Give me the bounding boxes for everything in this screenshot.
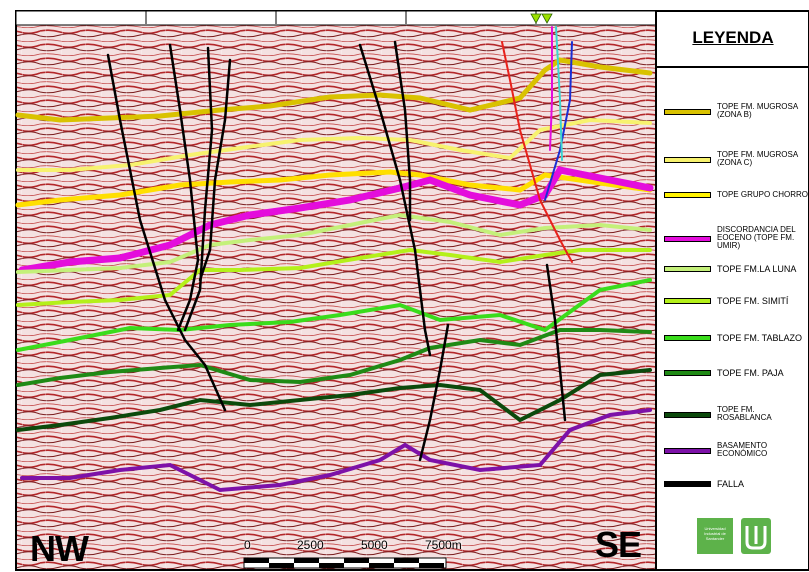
seismic-panel bbox=[15, 10, 657, 571]
legend-swatch bbox=[664, 335, 711, 341]
legend-item: TOPE FM. ROSABLANCA bbox=[664, 406, 809, 440]
legend-item: TOPE FM. MUGROSA (ZONA B) bbox=[664, 103, 809, 137]
horizon-eoceno bbox=[18, 166, 654, 274]
scale-label-0: 0 bbox=[244, 538, 251, 552]
university-logo-text: Universidad Industrial de Santander bbox=[704, 526, 726, 541]
legend-item: TOPE FM. PAJA bbox=[664, 369, 809, 403]
horizon-mugrosa-b bbox=[15, 57, 653, 123]
legend-item: TOPE GRUPO CHORRO bbox=[664, 191, 809, 225]
legend-label: TOPE FM. ROSABLANCA bbox=[717, 405, 772, 422]
legend-swatch bbox=[664, 109, 711, 115]
well-path-magenta bbox=[549, 26, 553, 151]
seismic-top-strip bbox=[15, 10, 657, 26]
legend-swatch bbox=[664, 448, 711, 454]
fault-1 bbox=[106, 53, 227, 412]
horizon-rosablanca bbox=[16, 368, 652, 432]
legend-label: TOPE FM. SIMITÍ bbox=[717, 296, 789, 306]
legend-title: LEYENDA bbox=[692, 28, 774, 47]
legend-label: TOPE FM. TABLAZO bbox=[717, 333, 803, 343]
well-marker-icon bbox=[530, 13, 553, 24]
legend-item: FALLA bbox=[664, 480, 809, 514]
horizon-paja bbox=[16, 328, 652, 387]
well-path-cyan bbox=[555, 26, 563, 161]
legend-swatch bbox=[664, 236, 711, 242]
legend-item: DISCORDANCIA DEL EOCENO (TOPE FM. UMIR) bbox=[664, 226, 809, 260]
legend-item: TOPE FM. TABLAZO bbox=[664, 334, 809, 368]
fault-7 bbox=[418, 323, 450, 462]
uis-mark-icon bbox=[745, 526, 767, 550]
legend-item: TOPE FM. MUGROSA (ZONA C) bbox=[664, 151, 809, 185]
horizon-simiti bbox=[16, 247, 652, 307]
legend-panel bbox=[655, 10, 809, 571]
legend-label: FALLA bbox=[717, 479, 745, 489]
fault-3 bbox=[183, 46, 214, 332]
horizon-basamento bbox=[20, 408, 652, 493]
legend-swatch bbox=[664, 298, 711, 304]
fault-4 bbox=[198, 58, 232, 282]
legend-swatch bbox=[664, 412, 711, 418]
horizon-grupo-chorro bbox=[15, 169, 653, 208]
legend-swatch bbox=[664, 192, 711, 198]
legend-label: TOPE FM. MUGROSA (ZONA C) bbox=[717, 150, 799, 167]
legend-swatch bbox=[664, 370, 711, 376]
well-path-red bbox=[501, 41, 573, 263]
legend-swatch bbox=[664, 481, 711, 487]
scale-label-5000: 5000 bbox=[361, 538, 388, 552]
scale-bar bbox=[243, 557, 447, 569]
legend-label: TOPE FM. MUGROSA (ZONA B) bbox=[717, 102, 799, 119]
well-path-blue bbox=[544, 41, 573, 201]
fault-8 bbox=[545, 263, 567, 422]
direction-label-se: SE bbox=[595, 524, 642, 565]
legend-label: TOPE FM. PAJA bbox=[717, 368, 784, 378]
scale-label-7500m: 7500m bbox=[425, 538, 462, 552]
university-logo: Universidad Industrial de Santander bbox=[697, 518, 733, 554]
legend-label: DISCORDANCIA DEL EOCENO (TOPE FM. UMIR) bbox=[717, 225, 796, 250]
fault-5 bbox=[358, 43, 432, 357]
legend-label: BASAMENTO ECONÓMICO bbox=[717, 441, 768, 458]
legend-label: TOPE GRUPO CHORRO bbox=[717, 190, 808, 199]
legend-swatch bbox=[664, 157, 711, 163]
direction-label-nw: NW bbox=[30, 528, 89, 569]
fault-6 bbox=[393, 40, 412, 222]
legend-item: TOPE FM. SIMITÍ bbox=[664, 297, 809, 331]
university-seal-icon bbox=[741, 518, 771, 554]
fault-2 bbox=[168, 43, 200, 332]
legend-item: TOPE FM.LA LUNA bbox=[664, 265, 809, 299]
horizon-la-luna bbox=[16, 212, 652, 274]
legend-swatch bbox=[664, 266, 711, 272]
scale-label-2500: 2500 bbox=[297, 538, 324, 552]
legend-label: TOPE FM.LA LUNA bbox=[717, 264, 797, 274]
horizon-tablazo bbox=[16, 278, 652, 352]
legend-item: BASAMENTO ECONÓMICO bbox=[664, 442, 809, 476]
